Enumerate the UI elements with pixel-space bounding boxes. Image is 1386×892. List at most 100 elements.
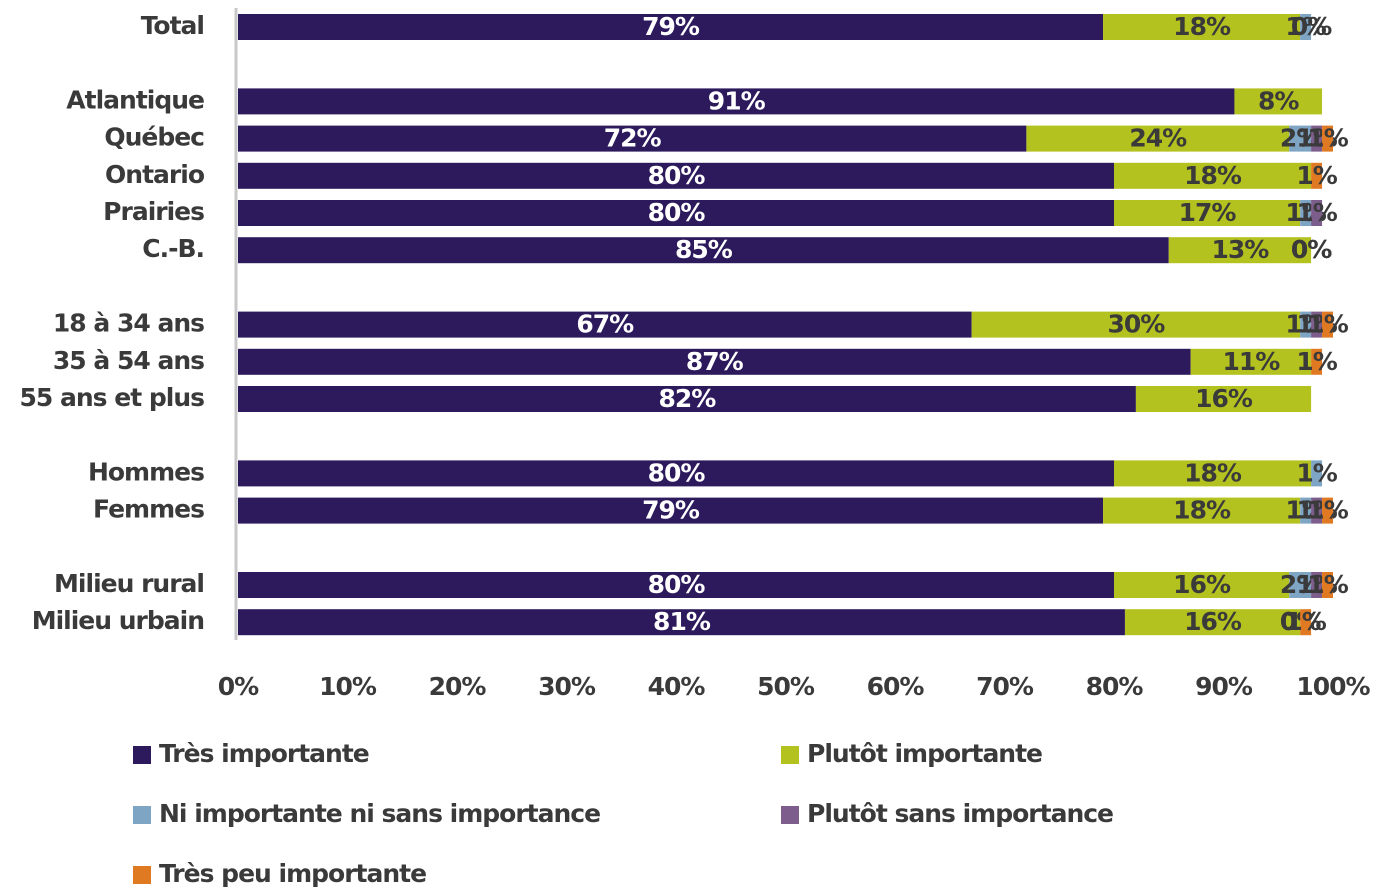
bar-segment [1103,14,1301,40]
bar-segment [1103,497,1301,524]
legend-label: Ni importante ni sans importance [159,799,600,828]
x-tick-label: 70% [976,672,1034,701]
bar-segment [1322,311,1333,338]
data-label: 1% [1285,12,1326,41]
bar-segment [238,162,1114,189]
legend-label: Très peu importante [159,859,426,888]
bar-segment [1300,14,1312,40]
data-label: 87% [686,347,744,376]
bar-segment [1322,125,1333,152]
bar-segment [1168,237,1312,264]
bar-segment [1311,162,1323,189]
x-tick-label: 40% [648,672,706,701]
bar-segment [1311,460,1323,487]
data-label: 67% [576,310,634,339]
data-label: 81% [653,607,711,636]
bar-segment [238,460,1114,487]
category-label: Milieu urbain [32,606,204,635]
bar-segment [1114,162,1312,189]
x-tick-label: 50% [757,672,815,701]
category-label: C.-B. [142,234,204,263]
bar-segment [1311,348,1323,375]
category-label: Québec [104,123,204,152]
data-label: 13% [1212,235,1270,264]
data-label: 79% [642,12,700,41]
bar-segment [1300,200,1312,226]
category-label: 35 à 54 ans [53,346,204,375]
bar-segment [1124,609,1301,636]
bar-segment [238,572,1114,598]
bar-segment [238,311,972,338]
data-label: 24% [1129,124,1187,153]
legend-swatch [133,746,151,764]
legend-label: Plutôt sans importance [807,799,1113,828]
data-label: 80% [648,161,706,190]
category-label: 55 ans et plus [20,383,205,412]
data-label: 16% [1173,570,1231,599]
x-tick-label: 80% [1086,672,1144,701]
bar-segment [238,609,1125,636]
bar-segment [238,348,1191,375]
bar-segment [238,200,1114,226]
category-label: Atlantique [66,85,204,114]
bar-segment [1289,125,1312,152]
data-label: 18% [1173,12,1231,41]
data-label: 1% [1307,570,1348,599]
data-label: 16% [1195,384,1253,413]
legend-swatch [781,806,799,824]
data-label: 1% [1296,347,1337,376]
x-tick-label: 90% [1195,672,1253,701]
data-label: 1% [1296,161,1337,190]
data-label: 80% [648,570,706,599]
bar-segment [238,125,1027,152]
category-label: Prairies [103,197,204,226]
x-tick-label: 10% [319,672,377,701]
category-label: 18 à 34 ans [53,309,204,338]
bar-segment [1300,497,1312,524]
data-label: 17% [1179,198,1237,227]
data-label: 18% [1184,458,1242,487]
data-label: 1% [1296,198,1337,227]
bar-segment [1114,200,1301,226]
x-tick-label: 30% [538,672,596,701]
x-tick-label: 60% [867,672,925,701]
bar-segment [1190,348,1312,375]
bar-segment [1322,572,1333,598]
data-label: 0% [1291,235,1332,264]
bar-segment [1114,572,1290,598]
data-label: 8% [1258,86,1299,115]
x-tick-label: 20% [429,672,487,701]
data-label: 30% [1107,310,1165,339]
data-label: 16% [1184,607,1242,636]
category-label: Total [141,11,204,40]
bar-segment [238,88,1235,115]
bar-segment [238,497,1104,524]
bar-segment [1311,200,1323,226]
bar-segment [1114,460,1312,487]
data-label: 1% [1307,310,1348,339]
data-label: 79% [642,496,700,525]
data-label: 80% [648,458,706,487]
data-label: 1% [1307,496,1348,525]
data-label: 11% [1222,347,1280,376]
bar-segment [1300,609,1312,636]
data-label: 72% [604,124,662,153]
data-label: 80% [648,198,706,227]
legend-swatch [133,866,151,884]
bar-segment [1311,497,1323,524]
legend-label: Très importante [159,739,369,768]
data-label: 1% [1307,124,1348,153]
bar-segment [1026,125,1290,152]
bar-segment [1322,497,1333,524]
data-label: 18% [1173,496,1231,525]
bar-segment [1234,88,1323,115]
data-label: 0% [1291,235,1332,264]
bar-segment [1300,311,1312,338]
legend-swatch [133,806,151,824]
data-label: 1% [1296,458,1337,487]
bar-segment [1311,311,1323,338]
category-label: Ontario [105,160,205,189]
bar-segment [238,386,1136,412]
x-tick-label: 0% [218,672,259,701]
